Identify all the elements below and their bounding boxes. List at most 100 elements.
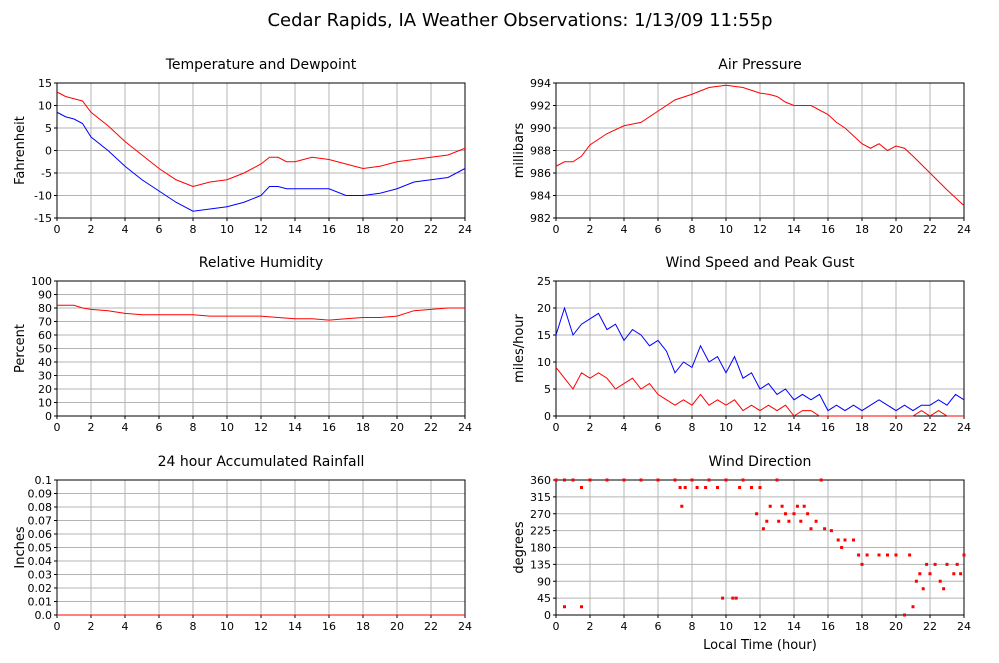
x-tick-label: 14 [787, 620, 801, 633]
x-tick-label: 24 [957, 421, 971, 434]
x-tick-label: 2 [88, 620, 95, 633]
y-axis-label: millibars [512, 123, 527, 179]
y-axis-label: Percent [13, 324, 28, 373]
x-tick-label: 12 [254, 421, 268, 434]
scatter-point [741, 478, 745, 482]
y-tick-label: 180 [530, 542, 551, 555]
y-tick-label: 360 [530, 474, 551, 487]
panel-title: Air Pressure [718, 57, 801, 73]
scatter-point [758, 486, 762, 489]
x-tick-label: 16 [821, 620, 835, 633]
x-tick-label: 4 [621, 620, 628, 633]
x-tick-label: 14 [288, 223, 302, 236]
plot-frame [555, 280, 965, 417]
plot-frame [56, 82, 466, 219]
scatter-point [860, 562, 864, 566]
y-tick-label: 90 [537, 575, 551, 588]
scatter-point [563, 605, 566, 609]
scatter-point [914, 579, 918, 583]
y-tick-label: 5 [45, 122, 52, 135]
series-line [57, 304, 465, 321]
x-tick-label: 4 [621, 223, 628, 236]
y-tick-label: 0 [45, 410, 52, 423]
scatter-point [894, 553, 898, 557]
scatter-point [707, 478, 711, 482]
x-tick-label: 16 [322, 620, 336, 633]
scatter-point [755, 512, 759, 516]
x-tick-label: 22 [424, 620, 438, 633]
x-tick-label: 14 [288, 620, 302, 633]
x-tick-label: 10 [220, 620, 234, 633]
scatter-point [933, 562, 937, 566]
x-tick-label: 24 [458, 620, 472, 633]
y-tick-label: 990 [530, 122, 551, 135]
scatter-point [784, 512, 787, 516]
scatter-point [768, 504, 772, 508]
x-tick-label: 10 [719, 620, 733, 633]
scatter-point [622, 478, 626, 482]
scatter-point [836, 538, 840, 542]
scatter-point [925, 562, 929, 566]
x-tick-label: 4 [122, 223, 129, 236]
series-line [56, 111, 466, 212]
scatter-point [673, 478, 677, 482]
x-tick-label: 20 [889, 223, 903, 236]
y-tick-label: 988 [530, 145, 551, 158]
panel-title: Wind Direction [709, 454, 812, 470]
y-tick-label: 270 [530, 508, 551, 521]
x-tick-label: 22 [923, 421, 937, 434]
scatter-point [814, 519, 818, 523]
x-tick-label: 10 [719, 421, 733, 434]
x-tick-label: 0 [553, 421, 560, 434]
scatter-point [802, 504, 806, 508]
x-tick-label: 16 [821, 421, 835, 434]
y-tick-label: 225 [530, 525, 551, 538]
scatter-point [780, 504, 784, 508]
y-tick-label: 25 [537, 275, 551, 288]
y-tick-label: 10 [537, 356, 551, 369]
scatter-point [823, 527, 827, 531]
x-tick-label: 8 [190, 223, 197, 236]
y-tick-label: 20 [38, 383, 52, 396]
x-tick-label: 2 [587, 620, 594, 633]
y-tick-label: 10 [38, 100, 52, 113]
scatter-point [588, 478, 592, 482]
x-tick-label: 4 [122, 620, 129, 633]
scatter-point [843, 538, 847, 542]
x-tick-label: 2 [88, 223, 95, 236]
x-tick-label: 20 [889, 421, 903, 434]
y-tick-label: 100 [31, 275, 52, 288]
x-tick-label: 2 [587, 421, 594, 434]
y-tick-label: 0.01 [28, 596, 53, 609]
y-tick-label: 0.05 [28, 542, 53, 555]
x-tick-label: 0 [54, 620, 61, 633]
x-tick-label: 6 [156, 223, 163, 236]
y-tick-label: 0.07 [28, 515, 53, 528]
scatter-point [683, 486, 687, 489]
x-tick-label: 12 [753, 223, 767, 236]
scatter-point [857, 553, 861, 557]
scatter-point [921, 587, 925, 591]
x-tick-label: 0 [553, 620, 560, 633]
x-tick-label: 10 [220, 223, 234, 236]
scatter-point [799, 519, 803, 523]
scatter-point [554, 478, 558, 482]
y-tick-label: 20 [537, 302, 551, 315]
y-tick-label: 10 [38, 397, 52, 410]
plot-frame [56, 280, 466, 417]
scatter-point [911, 605, 915, 609]
x-tick-label: 8 [190, 620, 197, 633]
y-tick-label: 50 [38, 343, 52, 356]
panel-title: 24 hour Accumulated Rainfall [158, 454, 365, 470]
y-tick-label: -15 [34, 212, 52, 225]
y-tick-label: 0.03 [28, 569, 53, 582]
scatter-point [734, 596, 738, 600]
y-tick-label: 0.02 [28, 582, 53, 595]
x-tick-label: 24 [957, 620, 971, 633]
x-tick-label: 6 [655, 620, 662, 633]
scatter-point [680, 504, 684, 508]
